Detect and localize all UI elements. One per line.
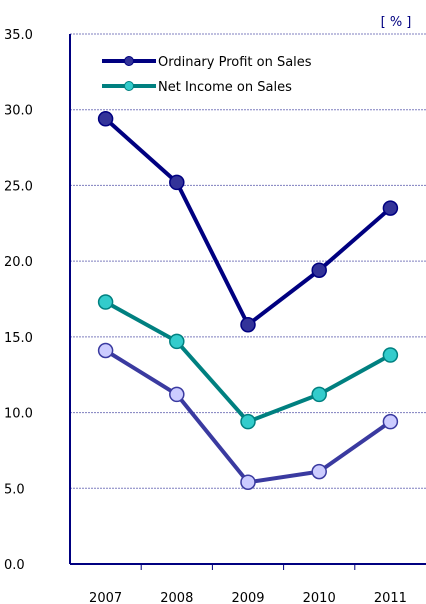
legend-label: Net Income on Sales bbox=[158, 80, 292, 95]
x-tick-label: 2010 bbox=[303, 591, 336, 604]
data-point bbox=[311, 262, 327, 278]
data-point bbox=[240, 413, 256, 430]
data-point bbox=[382, 413, 399, 430]
y-tick-label: 35.0 bbox=[4, 28, 33, 43]
data-point bbox=[382, 347, 399, 363]
legend: Ordinary Profit on Sales Net Income on Sa… bbox=[102, 55, 312, 95]
data-point bbox=[169, 386, 185, 403]
data-point bbox=[169, 333, 185, 350]
y-tick-label: 10.0 bbox=[4, 407, 33, 422]
x-tick-label: 2008 bbox=[160, 591, 193, 604]
y-tick-label: 25.0 bbox=[4, 179, 33, 194]
data-point bbox=[311, 386, 327, 403]
y-tick-label: 5.0 bbox=[4, 482, 25, 497]
x-tick-label: 2011 bbox=[374, 591, 407, 604]
legend-marker bbox=[124, 56, 134, 66]
data-point bbox=[240, 474, 256, 490]
y-axis-labels: 0.0 5.0 10.0 15.0 20.0 25.0 30.0 35.0 bbox=[4, 28, 33, 573]
legend-item: Ordinary Profit on Sales bbox=[102, 55, 312, 70]
series-layer bbox=[97, 111, 399, 490]
y-tick-label: 20.0 bbox=[4, 255, 33, 270]
legend-marker bbox=[124, 81, 134, 91]
data-point bbox=[97, 294, 114, 310]
data-point bbox=[382, 200, 399, 216]
y-tick-label: 0.0 bbox=[4, 558, 25, 573]
unit-label: [ % ] bbox=[381, 15, 412, 30]
data-point bbox=[240, 316, 256, 333]
series-line bbox=[104, 117, 392, 327]
series-1 bbox=[97, 294, 399, 430]
y-tick-label: 15.0 bbox=[4, 331, 33, 346]
series-0 bbox=[97, 111, 399, 333]
legend-label: Ordinary Profit on Sales bbox=[158, 55, 312, 70]
data-point bbox=[97, 111, 114, 127]
series-2 bbox=[97, 342, 399, 490]
axes bbox=[69, 34, 426, 570]
legend-item: Net Income on Sales bbox=[102, 80, 292, 95]
data-point bbox=[311, 463, 327, 480]
data-point bbox=[97, 342, 114, 359]
x-tick-label: 2009 bbox=[231, 591, 264, 604]
y-tick-label: 30.0 bbox=[4, 104, 33, 119]
data-point bbox=[169, 174, 185, 191]
x-axis-labels: 2007 2008 2009 2010 2011 bbox=[89, 591, 407, 604]
x-tick-label: 2007 bbox=[89, 591, 122, 604]
